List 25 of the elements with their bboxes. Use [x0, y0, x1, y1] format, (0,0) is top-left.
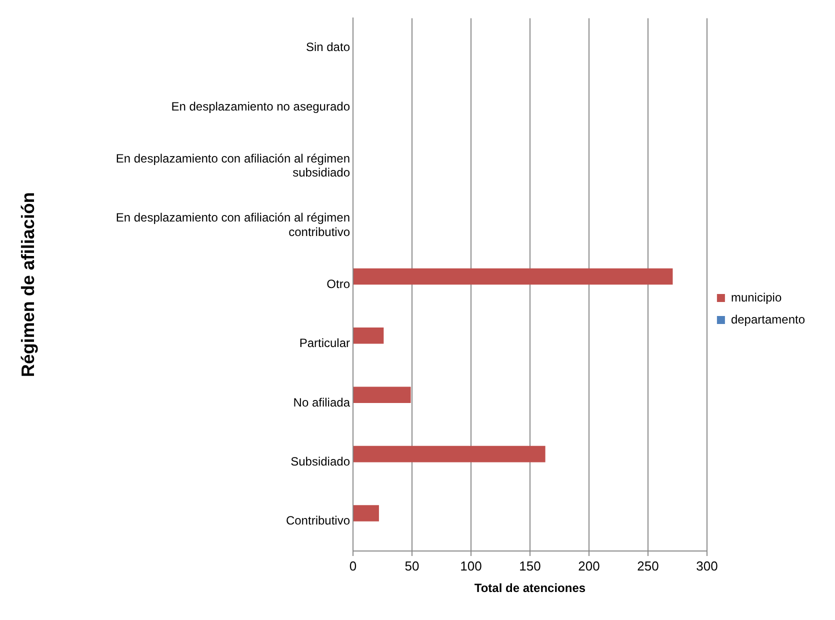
- x-tick-label: 250: [637, 558, 659, 574]
- bar: [354, 386, 411, 403]
- bar: [354, 505, 379, 522]
- bar: [354, 268, 673, 285]
- bar: [354, 446, 546, 462]
- y-tick-label: No afiliada: [293, 395, 350, 410]
- y-tick-label: Otro: [326, 276, 350, 291]
- y-tick-label: Contributivo: [286, 514, 350, 528]
- y-tick-label: En desplazamiento no asegurado: [171, 99, 350, 114]
- y-tick-label: En desplazamiento con afiliación al régimen contributivo: [116, 210, 350, 239]
- x-tick-label: 100: [460, 558, 482, 574]
- legend-label: departamento: [730, 312, 806, 326]
- y-tick-label: Sin dato: [306, 40, 350, 54]
- x-tick-label: 50: [404, 558, 420, 574]
- x-tick-label: 0: [349, 558, 357, 574]
- legend-label: municipio: [730, 290, 782, 304]
- bar: [354, 328, 384, 344]
- x-tick-label: 200: [578, 558, 600, 574]
- x-tick-label: 300: [696, 558, 718, 574]
- x-tick-label: 150: [519, 558, 541, 574]
- x-axis-title: Total de atenciones: [474, 581, 586, 596]
- y-tick-label: Subsidiado: [290, 454, 350, 469]
- y-tick-label: Particular: [299, 336, 350, 350]
- y-tick-label: En desplazamiento con afiliación al régimen subsidiado: [116, 151, 350, 180]
- y-axis-title: Régimen de afiliación: [18, 192, 38, 378]
